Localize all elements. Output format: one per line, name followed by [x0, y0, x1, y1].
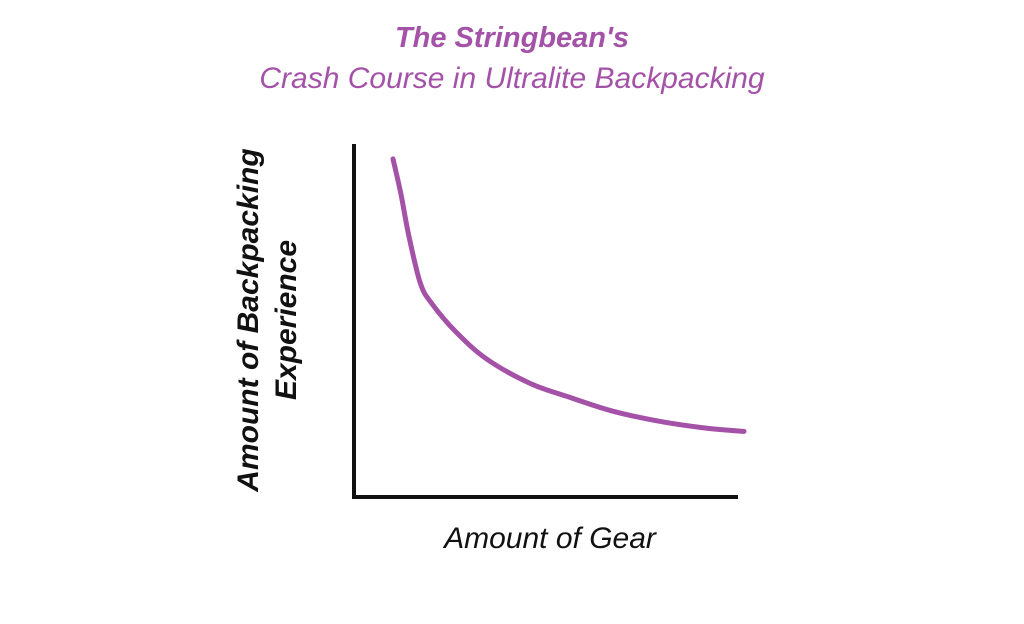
- series-line-0: [390, 156, 747, 434]
- y-axis-label-text: Amount of Backpacking Experience: [230, 148, 306, 491]
- y-axis-label-line-1: Amount of Backpacking: [232, 148, 265, 492]
- series-layer: [390, 156, 747, 434]
- chart-subtitle: Crash Course in Ultralite Backpacking: [259, 62, 765, 95]
- chart-title: The Stringbean's: [394, 22, 630, 54]
- x-axis-label: Amount of Gear: [444, 522, 656, 555]
- y-axis-label-line-2: Experience: [270, 239, 303, 401]
